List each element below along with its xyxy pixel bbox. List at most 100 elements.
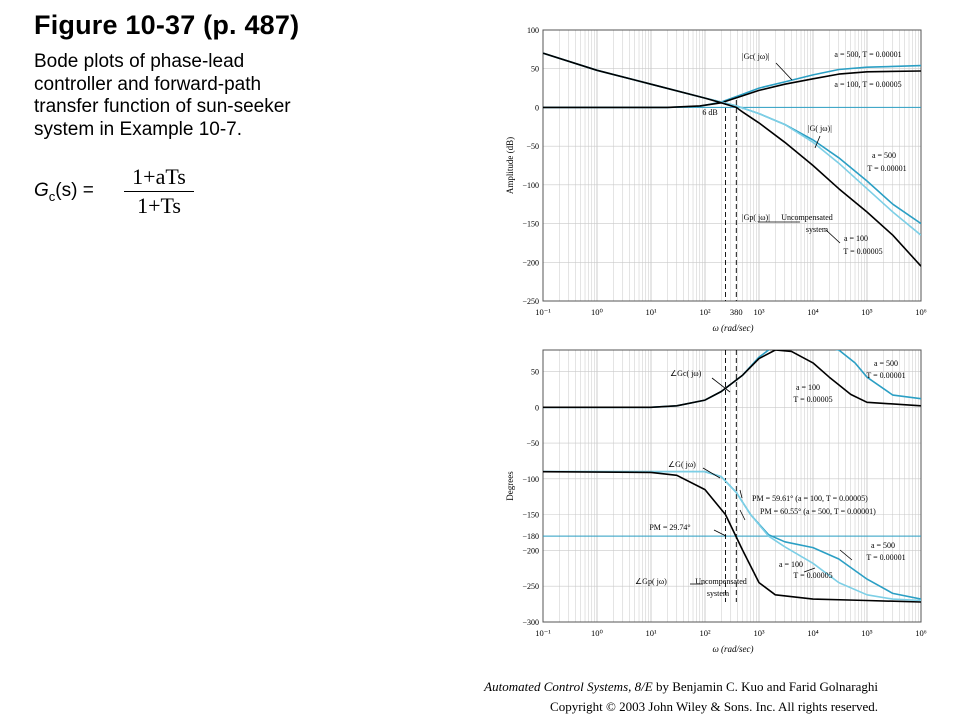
y-tick-label: −100 [522,181,539,190]
book-title: Automated Control Systems, 8/E [484,679,653,694]
y-axis-label: Amplitude (dB) [505,137,515,194]
plot-area [543,30,921,301]
annotation-label: |Gp( jω)| [742,213,770,222]
x-tick-label: 10⁶ [915,307,927,317]
x-axis-label: ω (rad/sec) [712,323,753,333]
annotation-label: a = 500 [874,359,898,368]
formula-argument: (s) = [55,180,94,201]
slide-title: Figure 10-37 (p. 487) [34,10,300,40]
x-tick-label: 10⁶ [915,628,927,638]
y-tick-label: −50 [526,439,539,448]
y-tick-label: 50 [531,367,539,376]
series-line [543,70,921,109]
y-tick-label: −300 [522,618,539,627]
x-tick-label: 10¹ [645,628,657,638]
annotation-label: a = 100, T = 0.00005 [834,80,901,89]
annotation-label: system [707,589,730,598]
x-tick-label: 10⁵ [861,307,873,317]
annotation-label: T = 0.00005 [793,395,832,404]
annotation-label: a = 100 [796,383,820,392]
formula-g: G [34,180,49,201]
x-tick-label: 10⁻¹ [535,307,551,317]
x-tick-label: 10⁰ [591,307,604,317]
annotation-label: a = 100 [779,560,803,569]
fraction-bar [124,191,194,192]
annotation-label: |G( jω)| [808,124,832,133]
annotation-label: 6 dB [702,108,717,117]
annotation-label: T = 0.00001 [866,553,905,562]
annotation-label: T = 0.00005 [843,247,882,256]
y-tick-label: −200 [522,258,539,267]
x-tick-label: 380 [730,307,743,317]
annotation-label: ∠G( jω) [668,460,696,469]
formula-numerator: 1+aTs [132,164,186,189]
credit-line-2: Copyright © 2003 John Wiley & Sons. Inc.… [550,699,878,714]
y-tick-label: −250 [522,582,539,591]
formula-fraction: 1+aTs 1+Ts [124,164,194,219]
formula-lhs: Gc(s) = [34,180,94,204]
annotation-label: |Gc( jω)| [742,52,769,61]
formula-denominator: 1+Ts [137,193,181,218]
description-line: transfer function of sun-seeker [34,96,291,117]
figure-description: Bode plots of phase-lead controller and … [34,51,374,141]
annotation-label: T = 0.00001 [867,164,906,173]
annotation-label: ∠Gc( jω) [670,369,702,378]
credit-footer: Automated Control Systems, 8/E by Benjam… [320,677,878,717]
x-tick-label: 10⁵ [861,628,873,638]
annotation-label: ∠Gp( jω) [635,577,667,586]
plot-area [543,350,921,622]
x-tick-label: 10² [699,307,711,317]
y-tick-label: 50 [531,65,539,74]
annotation-arrow [814,135,821,149]
plot-frame [542,349,922,623]
annotation-label: a = 100 [844,234,868,243]
annotation-label: PM = 29.74° [649,523,690,532]
x-tick-label: 10² [699,628,711,638]
annotation-label: Uncompensated [695,577,747,586]
y-tick-label: −50 [526,142,539,151]
annotation-arrow [839,549,853,561]
annotation-arrow [702,467,721,479]
annotation-label: PM = 59.61° (a = 100, T = 0.00005) [752,494,868,503]
y-tick-label: 100 [527,26,539,35]
y-tick-label: −100 [522,475,539,484]
annotation-arrow [713,529,727,537]
y-tick-label: −200 [522,546,539,555]
y-axis-label: Degrees [505,471,515,501]
plot-frame [542,29,922,302]
annotation-arrow [739,509,746,521]
y-tick-label: −250 [522,297,539,306]
x-axis-label: ω (rad/sec) [712,644,753,654]
x-tick-label: 10³ [753,628,765,638]
series-line [543,470,921,603]
series-line [543,52,921,267]
description-line: Bode plots of phase-lead [34,51,245,72]
annotation-label: a = 500, T = 0.00001 [834,50,901,59]
x-tick-label: 10⁴ [807,307,819,317]
y-tick-label: 0 [535,403,539,412]
formula-subscript: c [48,188,56,204]
annotation-arrow [825,229,841,244]
annotation-label: a = 500 [871,541,895,550]
description-line: controller and forward-path [34,73,262,95]
y-tick-label: −180 [522,532,539,541]
x-tick-label: 10³ [753,307,765,317]
annotation-label: system [806,225,829,234]
y-tick-label: −150 [522,220,539,229]
annotation-label: a = 500 [872,151,896,160]
annotation-label: Uncompensated [781,213,833,222]
x-tick-label: 10¹ [645,307,657,317]
series-line [543,350,921,409]
annotation-label: T = 0.00005 [793,571,832,580]
description-line: system in Example 10-7. [34,118,243,140]
y-tick-label: −150 [522,511,539,520]
annotation-arrow [711,377,731,393]
series-line [543,470,921,602]
credit-line-1: Automated Control Systems, 8/E by Benjam… [320,677,878,697]
x-tick-label: 10⁴ [807,628,819,638]
authors: by Benjamin C. Kuo and Farid Golnaraghi [652,679,878,694]
annotation-label: T = 0.00001 [866,371,905,380]
